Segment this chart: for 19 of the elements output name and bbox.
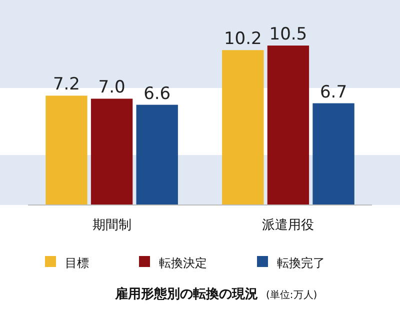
data-label: 10.5 (269, 24, 308, 45)
x-tick-label: 派遣用役 (262, 216, 314, 232)
bar (267, 46, 310, 205)
text: (単位:万人) (266, 289, 318, 301)
legend-label: 転換完了 (277, 256, 325, 270)
legend-label: 目標 (65, 256, 89, 270)
legend-label: 転換決定 (159, 256, 207, 270)
data-label: 6.7 (320, 82, 348, 102)
data-label: 7.0 (98, 78, 126, 98)
bar (46, 96, 88, 205)
bar (312, 103, 354, 205)
bar (90, 98, 133, 205)
data-label: 7.2 (52, 74, 80, 95)
data-label: 6.6 (144, 84, 171, 104)
text: 雇用形態別の転換の現況 (114, 286, 258, 302)
x-tick-label: 期間制 (92, 216, 132, 232)
bar (222, 50, 264, 205)
bar (136, 104, 178, 205)
data-label: 10.2 (224, 29, 262, 50)
